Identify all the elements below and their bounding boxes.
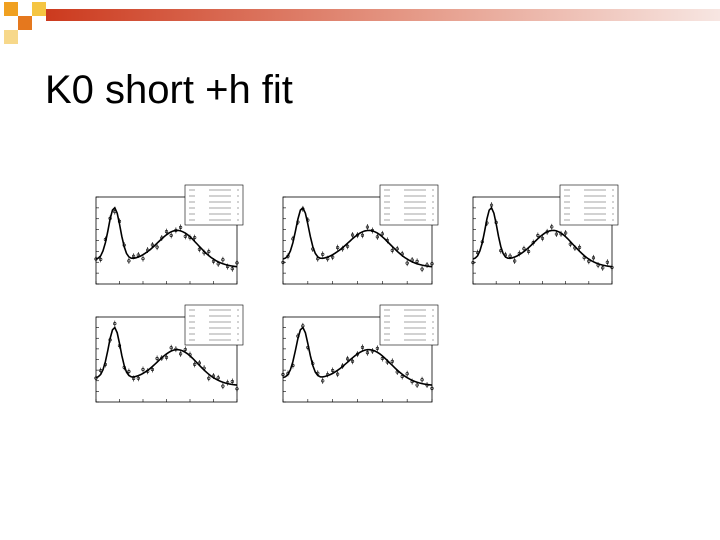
point bbox=[390, 248, 394, 253]
point bbox=[526, 249, 531, 254]
plot-images bbox=[94, 184, 619, 403]
deco-square bbox=[32, 2, 46, 16]
point bbox=[193, 362, 197, 366]
point bbox=[207, 250, 211, 254]
point bbox=[164, 229, 169, 234]
point bbox=[405, 261, 409, 265]
point bbox=[179, 225, 183, 229]
point bbox=[235, 387, 239, 391]
point bbox=[321, 379, 325, 383]
point bbox=[336, 246, 340, 250]
point bbox=[281, 260, 285, 264]
point bbox=[127, 259, 131, 263]
point bbox=[405, 372, 409, 376]
point bbox=[150, 243, 154, 247]
point bbox=[216, 376, 220, 380]
point bbox=[127, 369, 131, 374]
point bbox=[375, 235, 379, 239]
point bbox=[605, 260, 609, 264]
point bbox=[336, 372, 340, 376]
fit-curve bbox=[472, 206, 613, 268]
point bbox=[197, 247, 201, 251]
point bbox=[350, 233, 355, 237]
point bbox=[577, 245, 582, 249]
point bbox=[331, 368, 335, 373]
point bbox=[489, 203, 494, 207]
point bbox=[564, 231, 568, 235]
stats-box bbox=[379, 304, 439, 346]
point bbox=[235, 261, 239, 265]
deco-square bbox=[4, 30, 18, 44]
point bbox=[193, 236, 197, 240]
point bbox=[471, 261, 475, 265]
point bbox=[350, 359, 355, 363]
stats-box bbox=[184, 184, 244, 226]
point bbox=[113, 321, 117, 326]
point bbox=[345, 357, 350, 361]
point bbox=[230, 267, 234, 271]
point bbox=[430, 262, 434, 266]
deco-square bbox=[18, 16, 32, 30]
point bbox=[550, 225, 554, 229]
point bbox=[179, 352, 183, 356]
point bbox=[522, 247, 526, 251]
point bbox=[415, 383, 419, 387]
point bbox=[141, 367, 145, 372]
point bbox=[99, 257, 103, 261]
point bbox=[150, 367, 154, 372]
point bbox=[568, 242, 572, 246]
point bbox=[415, 259, 419, 263]
point bbox=[360, 233, 365, 237]
point bbox=[420, 378, 424, 382]
point bbox=[395, 247, 399, 251]
point bbox=[390, 359, 394, 363]
point bbox=[207, 376, 211, 380]
point bbox=[281, 372, 285, 377]
point bbox=[420, 267, 424, 271]
fit-curve bbox=[95, 326, 238, 386]
point bbox=[365, 351, 370, 355]
point bbox=[380, 232, 384, 236]
point bbox=[155, 245, 159, 249]
stats-box bbox=[184, 304, 244, 346]
point bbox=[183, 347, 187, 352]
point bbox=[508, 254, 512, 258]
point bbox=[321, 252, 325, 256]
stats-box bbox=[559, 184, 619, 226]
fit-curve bbox=[282, 206, 433, 268]
point bbox=[591, 256, 596, 260]
stats-box bbox=[379, 184, 439, 226]
point bbox=[155, 356, 159, 361]
point bbox=[360, 345, 365, 349]
point bbox=[540, 236, 545, 240]
point bbox=[169, 233, 173, 238]
header-bar bbox=[46, 9, 720, 21]
slide-title: K0 short +h fit bbox=[45, 68, 293, 112]
fit-curve bbox=[95, 206, 238, 268]
point bbox=[345, 244, 350, 248]
point bbox=[554, 232, 559, 236]
point bbox=[230, 379, 234, 384]
point bbox=[365, 225, 370, 229]
point bbox=[221, 258, 225, 262]
point bbox=[331, 255, 335, 259]
point bbox=[601, 266, 605, 270]
fit-curve bbox=[282, 326, 433, 386]
point bbox=[536, 233, 540, 238]
point bbox=[380, 356, 384, 361]
point bbox=[221, 384, 225, 388]
point bbox=[513, 259, 517, 263]
point bbox=[169, 346, 173, 350]
deco-square bbox=[4, 2, 18, 16]
point bbox=[375, 346, 379, 350]
point bbox=[183, 234, 187, 238]
point bbox=[430, 386, 434, 390]
point bbox=[141, 257, 145, 261]
point bbox=[136, 376, 140, 380]
point bbox=[164, 355, 169, 359]
